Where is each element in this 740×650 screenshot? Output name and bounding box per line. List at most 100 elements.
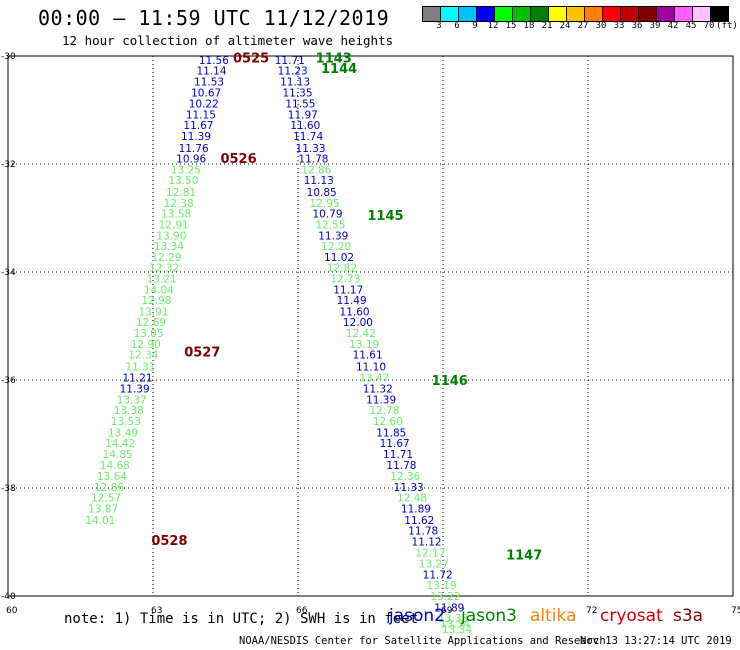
swh-data-label: 12.48 — [397, 493, 427, 505]
pass-time-label: 1144 — [321, 62, 357, 77]
swh-data-label: 13.38 — [114, 405, 144, 417]
swh-data-label: 13.90 — [156, 230, 186, 242]
legend-label: 24 — [559, 21, 571, 31]
swh-data-label: 12.78 — [369, 405, 399, 417]
y-tick-label: -34 — [1, 268, 16, 278]
swh-data-label: 11.71 — [383, 449, 413, 461]
swh-data-label: 12.57 — [91, 493, 121, 505]
x-tick-label: 69 — [441, 606, 453, 616]
swh-data-label: 14.68 — [100, 460, 130, 472]
pass-time-label: 1143 — [316, 52, 352, 67]
x-tick-label: 63 — [151, 606, 162, 616]
swh-data-label: 13.19 — [349, 339, 379, 351]
swh-data-label: 11.60 — [290, 120, 320, 132]
swh-data-label: 11.71 — [275, 55, 305, 67]
swh-data-label: 14.01 — [85, 515, 115, 527]
legend-label: 15 — [505, 21, 517, 31]
swh-data-label: 11.32 — [363, 384, 393, 396]
swh-data-label: 10.22 — [189, 99, 219, 111]
swh-data-label: 12.90 — [131, 339, 161, 351]
y-tick-label: -40 — [1, 592, 16, 602]
swh-data-label: 11.13 — [280, 76, 310, 88]
swh-data-label: 11.67 — [183, 120, 213, 132]
chart-subtitle: 12 hour collection of altimeter wave hei… — [62, 33, 394, 48]
swh-data-label: 11.15 — [186, 109, 216, 121]
swh-data-label: 11.33 — [394, 482, 424, 494]
pass-time-label: 1146 — [432, 374, 468, 389]
swh-data-label: 11.55 — [285, 99, 315, 111]
swh-data-label: 13.91 — [138, 306, 168, 318]
swh-data-label: 13.87 — [88, 504, 118, 516]
swh-data-label: 11.61 — [353, 350, 383, 362]
swh-data-label: 11.14 — [196, 66, 226, 78]
swh-data-label: 14.85 — [103, 449, 133, 461]
swh-data-label: 11.85 — [376, 427, 406, 439]
swh-data-label: 11.56 — [199, 55, 229, 67]
swh-data-label: 12.81 — [166, 187, 196, 199]
swh-data-label: 12.91 — [159, 219, 189, 231]
swh-data-label: 13.64 — [97, 471, 127, 483]
swh-data-label: 12.82 — [327, 263, 357, 275]
swh-data-label: 11.12 — [412, 536, 442, 548]
swh-data-label: 12.34 — [128, 350, 158, 362]
satellite-label-cryosat: cryosat — [600, 606, 663, 626]
swh-data-label: 11.89 — [434, 602, 464, 614]
swh-data-label: 11.39 — [366, 394, 396, 406]
swh-data-label: 13.21 — [147, 273, 177, 285]
swh-data-label: 13.53 — [111, 416, 141, 428]
swh-data-label: 11.35 — [282, 88, 312, 100]
swh-data-label: 12.69 — [136, 317, 166, 329]
swh-data-label: 10.96 — [176, 154, 206, 166]
swh-data-label: 11.76 — [179, 143, 209, 155]
swh-data-label: 13.58 — [161, 209, 191, 221]
plot-frame — [7, 55, 734, 597]
swh-data-label: 13.47 — [359, 372, 389, 384]
swh-data-label: 12.42 — [346, 328, 376, 340]
swh-data-label: 13.05 — [134, 328, 164, 340]
swh-data-label: 10.67 — [191, 88, 221, 100]
x-tick-label: 75 — [731, 606, 740, 616]
swh-data-label: 11.60 — [340, 306, 370, 318]
x-tick-label: 72 — [586, 606, 597, 616]
swh-data-label: 11.89 — [401, 504, 431, 516]
swh-data-label: 13.33 — [438, 613, 468, 625]
swh-data-label: 12.29 — [152, 252, 182, 264]
pass-time-label: 0527 — [184, 345, 220, 360]
legend-label: 42 — [667, 21, 679, 31]
legend-label: (ft) — [716, 21, 738, 31]
swh-data-label: 11.53 — [194, 76, 224, 88]
legend-label: 12 — [487, 21, 499, 31]
pass-time-label: 1147 — [506, 548, 542, 563]
legend-label: 6 — [454, 21, 460, 31]
pass-time-label: 0528 — [151, 534, 187, 549]
swh-data-label: 11.74 — [293, 131, 323, 143]
legend-label: 36 — [631, 21, 643, 31]
swh-data-label: 12.17 — [415, 547, 445, 559]
swh-data-label: 11.78 — [298, 154, 328, 166]
legend-label: 21 — [541, 21, 553, 31]
chart-title: 00:00 – 11:59 UTC 11/12/2019 — [38, 6, 390, 30]
swh-data-label: 12.36 — [390, 471, 420, 483]
swh-data-label: 13.27 — [419, 559, 449, 571]
legend-label: 45 — [685, 21, 697, 31]
satellite-label-s3a: s3a — [673, 606, 704, 626]
pass-time-label: 0525 — [233, 52, 269, 67]
pass-time-label: 1145 — [367, 209, 403, 224]
legend-swatch-16 — [710, 6, 729, 22]
swh-data-label: 11.17 — [333, 284, 363, 296]
legend-label: 18 — [523, 21, 535, 31]
legend-label: 33 — [613, 21, 625, 31]
swh-data-label: 12.95 — [310, 198, 340, 210]
swh-data-label: 12.86 — [301, 164, 331, 176]
swh-data-label: 13.37 — [117, 394, 147, 406]
swh-data-label: 10.85 — [307, 187, 337, 199]
swh-data-label: 13.19 — [427, 580, 457, 592]
y-tick-label: -36 — [1, 376, 16, 386]
swh-data-label: 13.34 — [442, 624, 472, 636]
swh-data-label: 12.00 — [343, 317, 373, 329]
swh-data-label: 13.34 — [154, 241, 184, 253]
swh-data-label: 12.55 — [315, 219, 345, 231]
swh-data-label: 11.97 — [288, 109, 318, 121]
swh-data-label: 13.49 — [108, 427, 138, 439]
satellite-label-jason3: jason3 — [461, 606, 517, 626]
